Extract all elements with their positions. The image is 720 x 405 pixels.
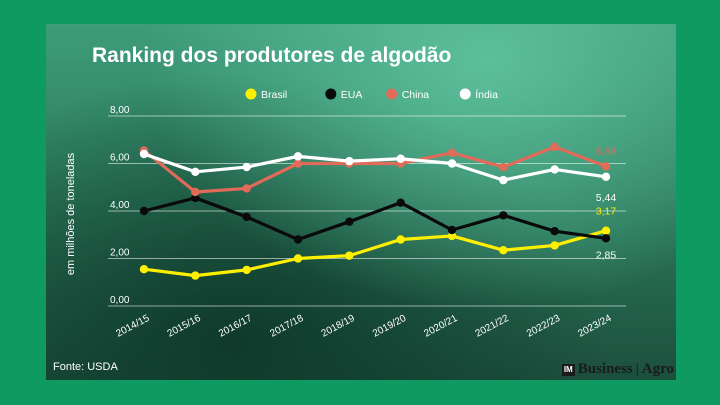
data-point bbox=[139, 206, 149, 216]
data-point bbox=[447, 225, 457, 235]
data-point bbox=[345, 156, 354, 166]
series-line bbox=[143, 196, 607, 242]
data-point bbox=[447, 231, 457, 241]
legend-label: Índia bbox=[475, 88, 498, 101]
y-tick-label: 0,00 bbox=[110, 295, 130, 306]
x-tick-label: 2020/21 bbox=[422, 313, 459, 340]
y-tick-label: 4,00 bbox=[110, 200, 130, 211]
data-point bbox=[499, 211, 508, 220]
x-tick-label: 2022/23 bbox=[525, 313, 562, 340]
legend-marker bbox=[245, 88, 257, 100]
x-tick-label: 2019/20 bbox=[371, 313, 408, 340]
data-point bbox=[191, 167, 200, 177]
data-point bbox=[293, 159, 303, 168]
data-point bbox=[550, 241, 559, 250]
y-tick-label: 6,00 bbox=[110, 153, 130, 164]
x-tick-label: 2015/16 bbox=[166, 313, 203, 340]
y-axis-label: em milhões de toneladas bbox=[65, 152, 77, 275]
brand-logo: IM Business | Agro bbox=[561, 361, 674, 378]
x-tick-label: 2018/19 bbox=[320, 313, 357, 340]
data-point bbox=[345, 251, 354, 260]
series-line bbox=[143, 229, 607, 278]
data-point bbox=[396, 154, 405, 163]
legend-label: EUA bbox=[341, 89, 363, 101]
data-label: 5,88 bbox=[596, 145, 617, 157]
data-label: 3,17 bbox=[596, 206, 617, 218]
data-point bbox=[550, 226, 559, 236]
series-line bbox=[142, 145, 607, 194]
data-point bbox=[601, 234, 611, 243]
data-point bbox=[499, 162, 508, 172]
data-point bbox=[242, 184, 251, 193]
chart-card: 0,00 2,00 4,00 6,00 8,00 em milhões de tonela… bbox=[46, 24, 676, 380]
y-tick-label: 8,00 bbox=[110, 105, 130, 116]
data-point bbox=[139, 264, 149, 274]
data-point bbox=[550, 165, 559, 174]
x-tick-label: 2021/22 bbox=[474, 313, 511, 340]
data-point bbox=[191, 193, 200, 203]
data-point bbox=[191, 271, 200, 280]
y-tick-label: 2,00 bbox=[110, 248, 130, 259]
data-label: 2,85 bbox=[596, 249, 617, 261]
data-point bbox=[293, 254, 303, 263]
legend-label: Brasil bbox=[261, 89, 287, 101]
legend-marker bbox=[459, 88, 471, 100]
data-point bbox=[550, 142, 559, 152]
data-point bbox=[293, 152, 303, 161]
x-tick-label: 2017/18 bbox=[268, 313, 305, 340]
legend-marker bbox=[386, 88, 398, 100]
data-point bbox=[293, 235, 303, 244]
data-point bbox=[139, 149, 149, 159]
data-point bbox=[242, 162, 251, 172]
data-point bbox=[447, 148, 457, 158]
series-line bbox=[143, 152, 607, 182]
data-point bbox=[601, 226, 611, 235]
data-label: 5,44 bbox=[596, 192, 617, 204]
data-point bbox=[396, 235, 405, 244]
data-point bbox=[499, 245, 508, 255]
legend-label: China bbox=[402, 89, 430, 101]
brand-suffix: Agro bbox=[641, 361, 674, 377]
brand-name: Business bbox=[577, 361, 633, 377]
line-chart: 0,00 2,00 4,00 6,00 8,00 em milhões de tonela… bbox=[65, 88, 626, 340]
source-note: Fonte: USDA bbox=[53, 361, 118, 373]
data-point bbox=[601, 172, 611, 181]
data-point bbox=[396, 198, 405, 207]
brand-separator: | bbox=[635, 361, 639, 377]
data-point bbox=[242, 265, 251, 275]
x-tick-label: 2014/15 bbox=[114, 313, 151, 340]
data-point bbox=[447, 159, 457, 168]
brand-mark: IM bbox=[561, 363, 575, 376]
data-point bbox=[499, 175, 508, 185]
x-tick-label: 2016/17 bbox=[217, 313, 254, 340]
legend-marker bbox=[325, 88, 337, 100]
data-point bbox=[601, 162, 611, 171]
data-point bbox=[345, 217, 354, 226]
data-point bbox=[242, 212, 251, 222]
chart-title: Ranking dos produtores de algodão bbox=[92, 44, 452, 67]
data-point bbox=[191, 187, 200, 197]
x-tick-label: 2023/24 bbox=[576, 313, 613, 340]
